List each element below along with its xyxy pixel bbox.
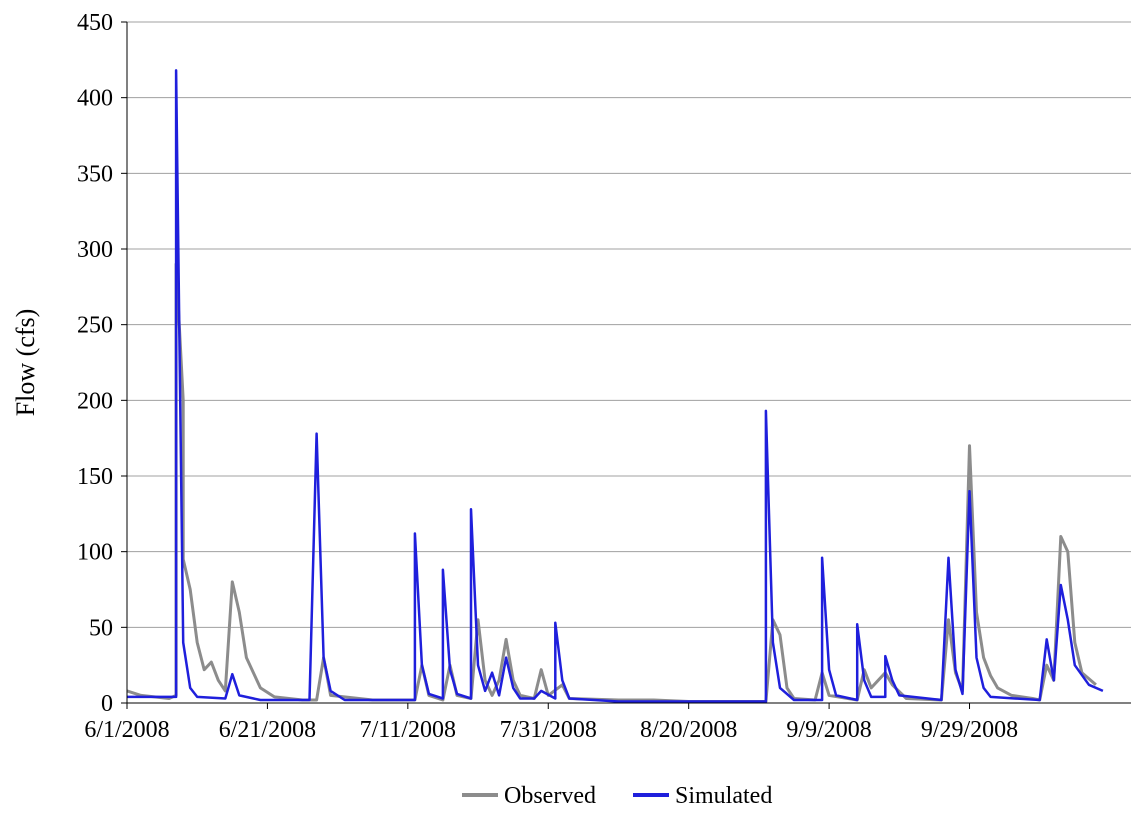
series-lines [126,69,1104,703]
y-tick-label: 450 [77,10,113,36]
y-tick-label: 250 [77,313,113,339]
y-axis-label: Flow (cfs) [11,309,40,417]
x-tick-label: 8/20/2008 [640,717,737,743]
x-axis-ticks: 6/1/2008 6/21/2008 7/11/2008 7/31/2008 8/20/… [84,703,1018,743]
x-tick-label: 6/1/2008 [84,717,169,743]
y-tick-label: 100 [77,540,113,566]
y-axis-ticks: 0 50 100 150 200 250 300 350 400 450 [77,10,127,717]
legend-label: Simulated [675,783,772,809]
y-tick-label: 200 [77,388,113,414]
y-tick-label: 300 [77,237,113,263]
x-tick-label: 9/29/2008 [921,717,1018,743]
legend: Observed Simulated [462,783,772,809]
x-tick-label: 7/11/2008 [360,717,456,743]
y-tick-label: 150 [77,464,113,490]
gridlines [127,21,1131,628]
legend-label: Observed [504,783,596,809]
series-line-observed [126,262,1097,703]
x-tick-label: 7/31/2008 [500,717,597,743]
x-tick-label: 6/21/2008 [219,717,316,743]
y-tick-label: 400 [77,86,113,112]
y-tick-label: 350 [77,161,113,187]
y-tick-label: 50 [89,615,113,641]
x-tick-label: 9/9/2008 [786,717,871,743]
series-line-simulated [127,69,1104,703]
y-tick-label: 0 [101,691,113,717]
